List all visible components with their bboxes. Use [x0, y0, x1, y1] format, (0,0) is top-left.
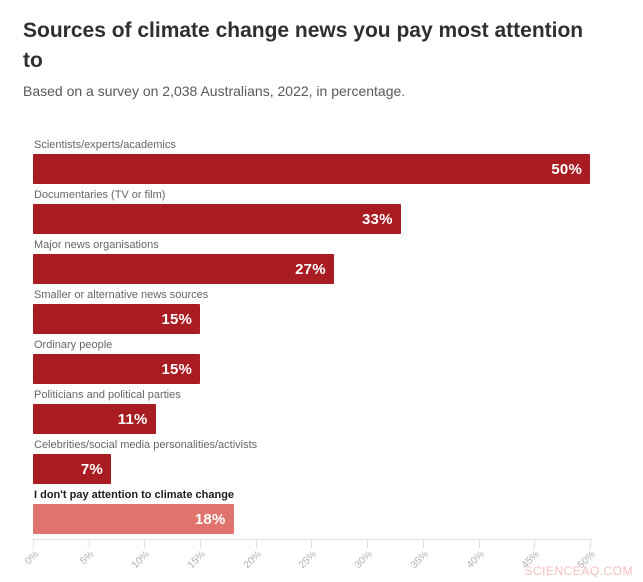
bar-row: Documentaries (TV or film) 33%	[33, 189, 590, 234]
tick-mark	[255, 540, 257, 548]
tick-label: 10%	[130, 549, 153, 571]
tick-mark	[478, 540, 480, 548]
tick-label: 5%	[78, 549, 97, 567]
tick-mark	[311, 540, 313, 548]
bar-row: I don't pay attention to climate change 1…	[33, 489, 590, 534]
bar-row: Politicians and political parties 11%	[33, 389, 590, 434]
bar: 11%	[33, 404, 156, 434]
chart-title: Sources of climate change news you pay m…	[23, 19, 584, 72]
bar-row: Scientists/experts/academics 50%	[33, 139, 590, 184]
tick-mark	[88, 540, 90, 548]
bar-row: Celebrities/social media personalities/a…	[33, 439, 590, 484]
bar: 7%	[33, 454, 111, 484]
watermark: SCIENCEAQ.COM	[524, 564, 633, 578]
bar-row: Smaller or alternative news sources 15%	[33, 289, 590, 334]
chart-card: Sources of climate change news you pay m…	[0, 16, 643, 582]
category-label: Ordinary people	[34, 339, 113, 351]
category-label: Scientists/experts/academics	[34, 139, 176, 151]
tick-label: 40%	[464, 549, 487, 571]
tick-label: 20%	[241, 549, 264, 571]
value-label: 15%	[161, 360, 193, 378]
value-label: 7%	[80, 460, 103, 478]
bar: 33%	[33, 204, 401, 234]
value-label: 15%	[161, 310, 193, 328]
value-label: 33%	[361, 210, 393, 228]
bar: 15%	[33, 304, 201, 334]
tick-mark	[200, 540, 202, 548]
tick-label: 15%	[185, 549, 208, 571]
category-label: Smaller or alternative news sources	[34, 289, 209, 301]
value-label: 50%	[551, 160, 582, 178]
tick-label: 25%	[297, 549, 320, 571]
category-label: Documentaries (TV or film)	[34, 189, 166, 201]
x-axis: 0% 5% 10% 15% 20% 25% 30% 35% 40% 45% 50%	[23, 539, 598, 582]
tick-mark	[422, 540, 424, 548]
bar: 18%	[33, 504, 234, 534]
bar-row: Ordinary people 15%	[33, 339, 590, 384]
category-label: Major news organisations	[34, 239, 159, 251]
category-label: I don't pay attention to climate change	[34, 489, 235, 501]
chart-subtitle: Based on a survey on 2,038 Australians, …	[23, 83, 406, 99]
tick-mark	[367, 540, 369, 548]
tick-label: 0%	[22, 549, 41, 567]
bar-chart: Scientists/experts/academics 50% Documenta…	[23, 139, 598, 582]
bar-row: Major news organisations 27%	[33, 239, 590, 284]
tick-label: 35%	[408, 549, 431, 571]
bar: 27%	[33, 254, 334, 284]
tick-mark	[589, 540, 591, 548]
value-label: 27%	[295, 260, 326, 278]
bar-rows: Scientists/experts/academics 50% Documenta…	[33, 139, 590, 534]
bar: 15%	[33, 354, 201, 384]
category-label: Politicians and political parties	[34, 389, 181, 401]
tick-label: 30%	[353, 549, 375, 571]
value-label: 18%	[194, 510, 226, 528]
value-label: 11%	[117, 410, 148, 428]
tick-mark	[534, 540, 536, 548]
tick-mark	[33, 540, 34, 548]
tick-mark	[144, 540, 146, 548]
bar: 50%	[33, 154, 590, 184]
category-label: Celebrities/social media personalities/a…	[34, 439, 258, 451]
